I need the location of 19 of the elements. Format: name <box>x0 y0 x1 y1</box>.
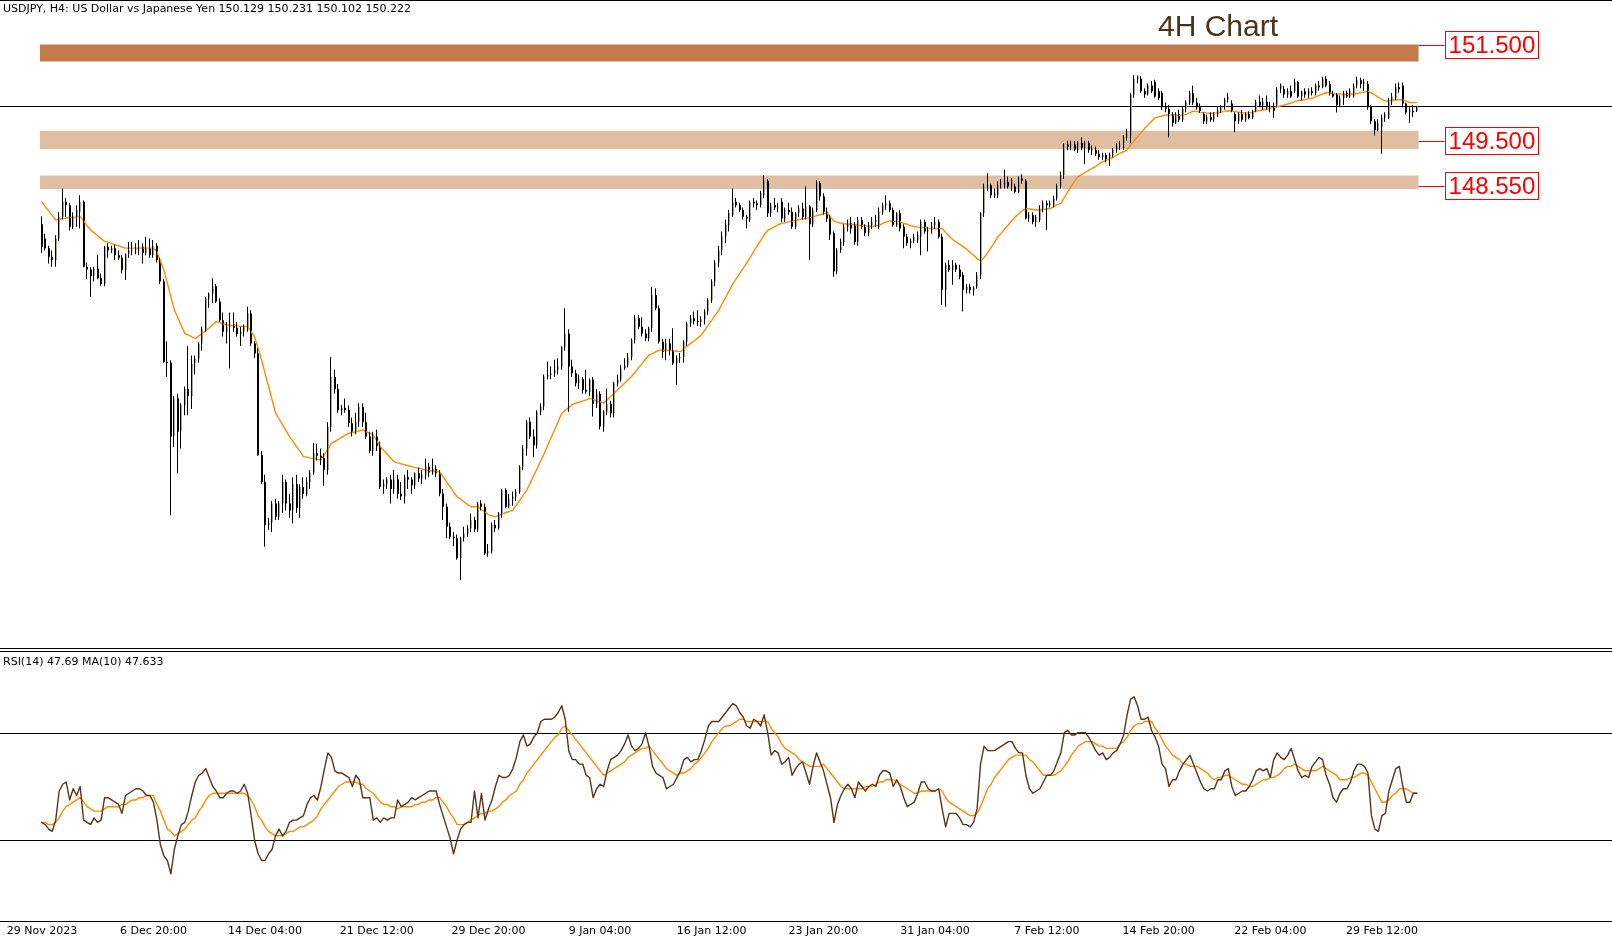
x-tick-label: 14 Dec 04:00 <box>228 924 303 937</box>
chart-title: 4H Chart <box>1158 9 1279 43</box>
ref-line-label: 149.500 <box>1444 126 1540 155</box>
x-tick-label: 29 Dec 20:00 <box>451 924 526 937</box>
x-tick-label: 29 Nov 2023 <box>6 924 78 937</box>
x-tick-label: 14 Feb 20:00 <box>1122 924 1195 937</box>
annotation: USDJPY, H4: US Dollar vs Japanese Yen 150.129 150.231 150.102 150.222 <box>3 2 412 15</box>
x-tick-label: 6 Dec 20:00 <box>119 924 187 937</box>
text: RSI(14) 47.69 MA(10) 47.633 <box>3 655 164 668</box>
x-tick-label: 9 Jan 04:00 <box>568 924 632 937</box>
x-tick-label: 16 Jan 12:00 <box>676 924 747 937</box>
x-tick-label: 21 Dec 12:00 <box>339 924 414 937</box>
ref-line-label: 148.550 <box>1444 172 1540 201</box>
ref-line-label: 151.500 <box>1444 31 1540 60</box>
x-tick-label: 7 Feb 12:00 <box>1014 924 1080 937</box>
x-tick-label: 23 Jan 20:00 <box>788 924 859 937</box>
x-tick-label: 31 Jan 04:00 <box>900 924 970 937</box>
x-tick-label: 29 Feb 12:00 <box>1345 924 1419 937</box>
x-tick-label: 22 Feb 04:00 <box>1234 924 1307 937</box>
